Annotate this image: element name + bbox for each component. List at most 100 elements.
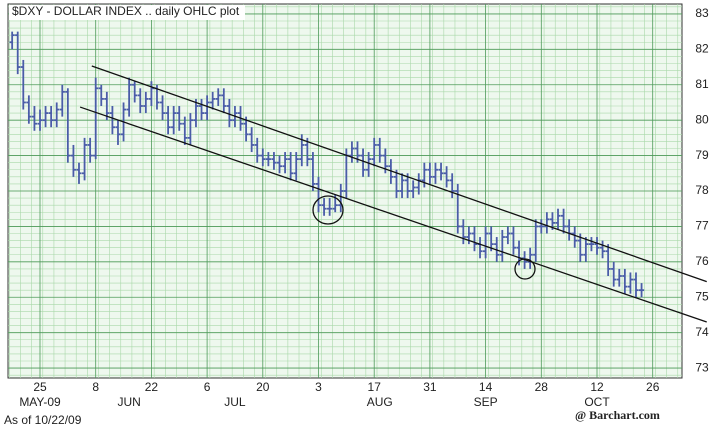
ohlc-bar [288, 152, 294, 181]
ohlc-bar [627, 272, 634, 294]
ohlc-bar [544, 212, 550, 234]
ohlc-bar [260, 148, 266, 167]
ohlc-bar [399, 173, 405, 199]
ohlc-bar [315, 176, 322, 213]
y-tick-label: 74 [695, 325, 709, 339]
y-tick-label: 81 [695, 77, 709, 91]
ohlc-bar [31, 106, 38, 131]
ohlc-bar [42, 106, 49, 128]
ohlc-bar [143, 91, 149, 114]
ohlc-bar [210, 91, 216, 110]
y-tick-label: 78 [695, 183, 709, 197]
ohlc-bar [76, 162, 82, 184]
ohlc-bar [104, 91, 110, 121]
ohlc-bar [9, 31, 15, 50]
ohlc-bar [460, 219, 466, 245]
ohlc-bar [349, 141, 355, 163]
x-tick-label: 20 [256, 380, 270, 394]
ohlc-bar [87, 137, 93, 163]
ohlc-bar [622, 268, 628, 294]
ohlc-bar [304, 137, 310, 167]
ohlc-bar [633, 272, 639, 298]
y-tick-label: 75 [695, 289, 709, 303]
highlight-circle [514, 258, 536, 280]
x-tick-label: 6 [204, 380, 211, 394]
y-tick-label: 76 [695, 254, 709, 268]
month-label: AUG [367, 395, 393, 409]
marks [9, 31, 645, 298]
ohlc-bar [327, 198, 333, 216]
ohlc-bar [510, 226, 517, 255]
ohlc-bar [65, 88, 71, 163]
ohlc-bar [265, 152, 271, 167]
ohlc-bar [560, 208, 567, 234]
ohlc-bar [204, 95, 210, 121]
ohlc-bar [132, 81, 138, 103]
ohlc-bar [338, 183, 344, 213]
ohlc-bar [505, 226, 511, 245]
ohlc-bar [48, 106, 54, 128]
ohlc-bar [137, 88, 143, 114]
ohlc-bar [93, 77, 99, 160]
x-tick-label: 25 [33, 380, 47, 394]
as-of-date: As of 10/22/09 [4, 413, 82, 427]
ohlc-bar [254, 137, 260, 163]
ohlc-bar [282, 152, 288, 174]
ohlc-bar [20, 59, 26, 110]
month-label: SEP [474, 395, 498, 409]
x-tick-label: 28 [535, 380, 549, 394]
ohlc-bar [98, 84, 104, 106]
ohlc-bar [70, 144, 77, 177]
ohlc-bar [171, 106, 177, 135]
ohlc-bar [271, 152, 277, 170]
x-tick-label: 22 [145, 380, 159, 394]
ohlc-bar [455, 183, 461, 234]
ohlc-bar [198, 98, 205, 121]
ohlc-bar [81, 137, 88, 181]
x-tick-label: 31 [423, 380, 437, 394]
ohlc-bar [605, 244, 611, 276]
ohlc-bar [221, 88, 227, 114]
y-tick-label: 73 [695, 360, 709, 374]
ohlc-bar [193, 98, 199, 128]
title-background [9, 5, 245, 20]
ohlc-bar [577, 233, 583, 262]
ohlc-bar [555, 208, 561, 230]
source: @ Barchart.com [575, 408, 660, 422]
ohlc-bar [115, 120, 121, 145]
y-tick-label: 77 [695, 219, 709, 233]
ohlc-bar [59, 84, 65, 117]
ohlc-bar [109, 106, 116, 135]
ohlc-bar [26, 95, 32, 124]
ohlc-bar [438, 162, 444, 181]
y-tick-label: 82 [695, 42, 709, 56]
y-tick-label: 83 [695, 6, 709, 20]
ohlc-bar [366, 152, 372, 177]
ohlc-bar [572, 226, 578, 248]
x-tick-label: 17 [368, 380, 382, 394]
ohlc-bar [444, 166, 450, 188]
ohlc-bar [360, 148, 366, 177]
x-tick-label: 12 [590, 380, 604, 394]
ohlc-bar [293, 152, 299, 181]
ohlc-bar [594, 237, 600, 255]
ohlc-bar [215, 88, 221, 106]
ohlc-bar [421, 162, 427, 188]
ohlc-bar [449, 173, 455, 199]
x-tick-label: 8 [92, 380, 99, 394]
ohlc-bar [276, 155, 283, 174]
trend-line [91, 65, 707, 283]
ohlc-bar [176, 106, 182, 131]
ohlc-bar [483, 226, 489, 259]
ohlc-bar [599, 240, 606, 259]
ohlc-bar [583, 237, 589, 262]
y-tick-label: 79 [695, 148, 709, 162]
ohlc-bar [226, 98, 232, 128]
chart-title: $DXY - DOLLAR INDEX .. daily OHLC plot [12, 4, 240, 18]
ohlc-bar [611, 261, 617, 287]
ohlc-bar [15, 31, 21, 75]
ohlc-bar [165, 106, 171, 135]
ohlc-bar [538, 219, 544, 234]
highlight-circle [312, 195, 344, 225]
ohlc-bar [588, 237, 595, 252]
